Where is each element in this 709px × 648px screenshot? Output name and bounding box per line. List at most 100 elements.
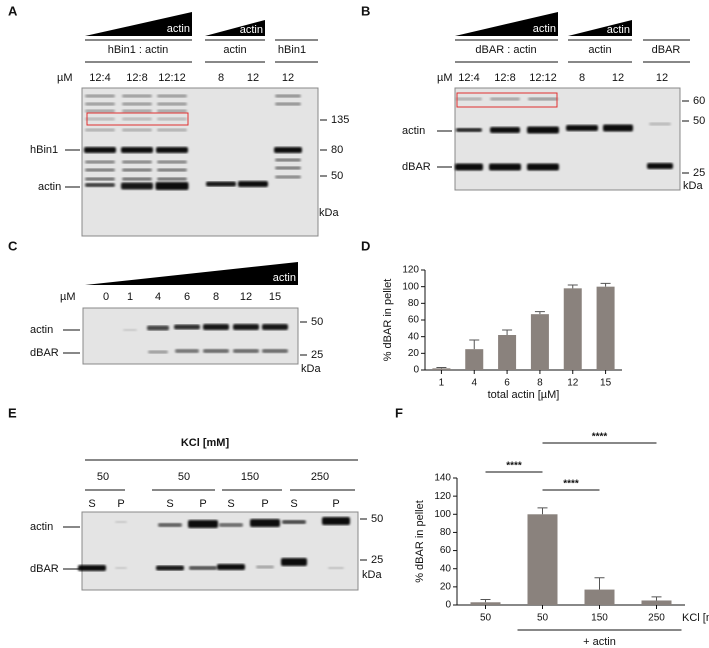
bar	[641, 600, 672, 605]
gel-band	[157, 102, 187, 106]
panel-label: A	[8, 3, 18, 18]
bar	[432, 368, 451, 370]
marker-label: 135	[331, 114, 349, 126]
y-tick-label: 140	[434, 473, 451, 484]
lane-label: 1	[127, 291, 133, 303]
gel-band	[85, 160, 115, 164]
band-label: dBAR	[30, 347, 59, 359]
error-bar	[469, 339, 480, 350]
gel-band	[455, 163, 483, 171]
error-bar	[651, 596, 662, 601]
gel-band	[203, 324, 229, 330]
gel-band	[157, 160, 187, 164]
gel-band	[122, 168, 152, 172]
lane-label: 12:4	[89, 72, 110, 84]
gel-band	[256, 565, 274, 569]
lane-label: P	[117, 498, 124, 510]
marker-label: 50	[331, 170, 343, 182]
gel-background	[454, 87, 681, 191]
significance-label: ****	[563, 479, 579, 490]
marker-label: 80	[331, 144, 343, 156]
y-tick-label: 100	[402, 281, 419, 292]
y-tick-label: 120	[434, 491, 451, 502]
lane-label: 8	[218, 72, 224, 84]
marker-label: 25	[311, 349, 323, 361]
gel-band	[275, 102, 301, 106]
gel-band	[281, 558, 307, 566]
x-tick-label: 150	[591, 613, 608, 624]
highlight-box	[86, 112, 189, 126]
y-tick-label: 0	[445, 600, 451, 611]
marker-label: 50	[693, 115, 705, 127]
panel-label: E	[8, 405, 17, 420]
panel-label: D	[361, 238, 370, 253]
x-tick-label: 50	[480, 613, 492, 624]
unit: µM	[60, 291, 76, 303]
group-label: dBAR : actin	[475, 44, 536, 56]
gel-band	[85, 177, 115, 181]
gel	[454, 87, 681, 191]
gel-band	[527, 126, 559, 134]
gel-band	[85, 109, 115, 113]
x-tick-label: 8	[537, 378, 543, 389]
band-label: actin	[38, 181, 61, 193]
gel-band	[262, 324, 288, 330]
lane-label: 0	[103, 291, 109, 303]
gel-band	[217, 564, 245, 570]
lane-label: 12	[612, 72, 624, 84]
unit: µM	[57, 72, 73, 84]
gel-band	[122, 102, 152, 106]
gel-background	[81, 87, 319, 237]
lane-label: 12:8	[494, 72, 515, 84]
wedge-label: actin	[533, 23, 556, 35]
marker-unit: kDa	[301, 363, 321, 375]
error-bar	[594, 577, 605, 590]
band-label: hBin1	[30, 144, 58, 156]
y-tick-label: 60	[440, 545, 452, 556]
gel-band	[274, 147, 302, 153]
lane-label: 4	[155, 291, 161, 303]
gel-band	[189, 566, 217, 570]
gel-band	[188, 520, 218, 528]
gel-band	[174, 324, 200, 330]
y-tick-label: 60	[408, 315, 420, 326]
y-tick-label: 120	[402, 265, 419, 276]
group-label: 50	[178, 471, 190, 483]
x-tick-label: 4	[471, 378, 477, 389]
gel-band	[456, 97, 482, 101]
lane-label: P	[332, 498, 339, 510]
bar	[563, 288, 582, 370]
lane-label: 12	[282, 72, 294, 84]
gel-band	[275, 94, 301, 98]
bar	[527, 514, 558, 605]
gel-band	[489, 163, 521, 171]
y-tick-label: 0	[413, 365, 419, 376]
bar	[596, 286, 615, 370]
gel-band	[233, 349, 259, 353]
highlight-box	[456, 92, 558, 108]
gel-band	[85, 183, 115, 187]
x-tick-label: 6	[504, 378, 510, 389]
group-label: dBAR	[652, 44, 681, 56]
y-tick-label: 80	[408, 298, 420, 309]
bar	[530, 314, 549, 370]
gel	[81, 87, 319, 237]
wedge	[205, 20, 265, 36]
gel-band	[123, 329, 137, 331]
group-label: + actin	[583, 636, 616, 648]
gel-band	[85, 94, 115, 98]
lane-label: 12	[247, 72, 259, 84]
lane-label: 6	[184, 291, 190, 303]
gel-band	[282, 520, 306, 524]
gel-band	[122, 94, 152, 98]
gel-band	[275, 166, 301, 170]
gel-band	[148, 350, 168, 354]
error-bar	[436, 367, 447, 369]
y-tick-label: 20	[408, 348, 420, 359]
gel-band	[157, 109, 187, 113]
gel-band	[456, 128, 482, 132]
bar	[498, 335, 517, 370]
wedge	[85, 262, 298, 285]
marker-label: 25	[371, 554, 383, 566]
gel-band	[147, 325, 169, 331]
